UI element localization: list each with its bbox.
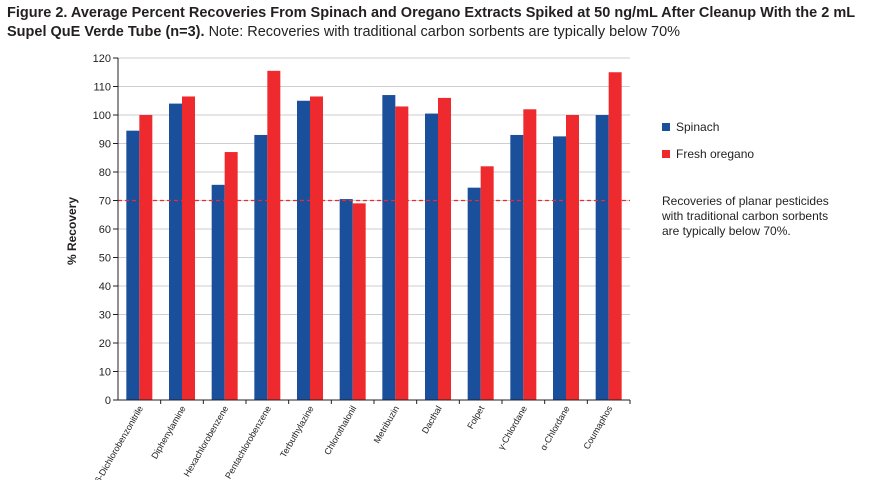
bar-spinach <box>382 95 396 401</box>
x-category-label: α-Chlordane <box>538 404 572 452</box>
chart-legend: Spinach Fresh oregano <box>662 117 754 171</box>
x-category-label: Folpet <box>465 404 486 431</box>
x-category-label: Diphenylamine <box>149 404 187 461</box>
y-tick-label: 30 <box>99 310 111 322</box>
y-tick-label: 20 <box>99 338 111 350</box>
bar-spinach <box>553 136 566 400</box>
x-category-label: Coumaphos <box>581 404 614 451</box>
y-tick-label: 60 <box>99 224 111 236</box>
bar-spinach <box>595 115 609 400</box>
y-tick-label: 70 <box>99 196 111 208</box>
legend-swatch-spinach <box>662 123 670 131</box>
bar-oregano <box>352 203 366 400</box>
y-tick-label: 0 <box>105 395 111 407</box>
caption-note: Note: Recoveries with traditional carbon… <box>208 24 681 40</box>
bar-spinach <box>254 134 268 400</box>
legend-item-oregano: Fresh oregano <box>662 144 754 164</box>
x-axis-labels: 2,6-Dichlorobenzonitrile DiphenylamineHex… <box>89 404 615 480</box>
bar-oregano <box>310 96 323 400</box>
bar-oregano <box>523 109 537 401</box>
bar-spinach <box>211 184 225 400</box>
bar-oregano <box>182 96 195 400</box>
bar-oregano <box>566 115 579 400</box>
legend-label-spinach: Spinach <box>676 120 720 134</box>
y-tick-label: 110 <box>93 82 111 94</box>
x-category-label: Pentachlorobenzene <box>223 404 273 480</box>
legend-swatch-oregano <box>662 150 670 158</box>
y-tick-label: 80 <box>99 167 111 179</box>
y-axis-title: % Recovery <box>65 197 79 265</box>
bar-oregano <box>224 152 238 400</box>
legend-item-spinach: Spinach <box>662 117 754 137</box>
bar-oregano <box>267 70 281 400</box>
bar-spinach <box>425 113 438 400</box>
bar-spinach <box>339 199 353 400</box>
bar-oregano <box>438 97 451 401</box>
x-category-label: Dacthal <box>420 404 444 435</box>
bar-oregano <box>395 106 409 400</box>
bar-oregano <box>608 72 622 400</box>
x-category-label: Terbuthylazine <box>278 404 316 459</box>
chart-bars <box>126 70 622 401</box>
figure-caption: Figure 2. Average Percent Recoveries Fro… <box>7 4 867 42</box>
bar-spinach <box>510 134 524 400</box>
y-axis-ticks: 0 10 20 30 40 50 60 70 80 90 100 110 120 <box>93 53 118 407</box>
y-tick-label: 10 <box>99 367 111 379</box>
bar-oregano <box>139 115 153 400</box>
y-tick-label: 100 <box>93 110 111 122</box>
y-tick-label: 90 <box>99 139 111 151</box>
x-category-label: 2,6-Dichlorobenzonitrile <box>89 404 145 480</box>
y-tick-label: 120 <box>93 53 111 65</box>
bar-spinach <box>126 130 140 401</box>
bar-spinach <box>467 187 481 400</box>
x-category-label: Hexachlorobenzene <box>182 404 231 478</box>
y-tick-label: 50 <box>99 253 111 265</box>
legend-label-oregano: Fresh oregano <box>676 147 755 161</box>
bar-spinach <box>297 100 310 400</box>
y-tick-label: 40 <box>99 281 111 293</box>
bar-oregano <box>480 166 494 400</box>
caption-title: Figure 2. Average Percent Recoveries Fro… <box>7 5 855 40</box>
x-category-label: Metribuzin <box>372 404 401 445</box>
chart-annotation: Recoveries of planar pesticides with tra… <box>662 194 829 238</box>
x-category-label: γ-Chlordane <box>496 404 529 451</box>
x-category-label: Chlorothalonil <box>322 404 358 457</box>
bar-spinach <box>169 103 182 400</box>
